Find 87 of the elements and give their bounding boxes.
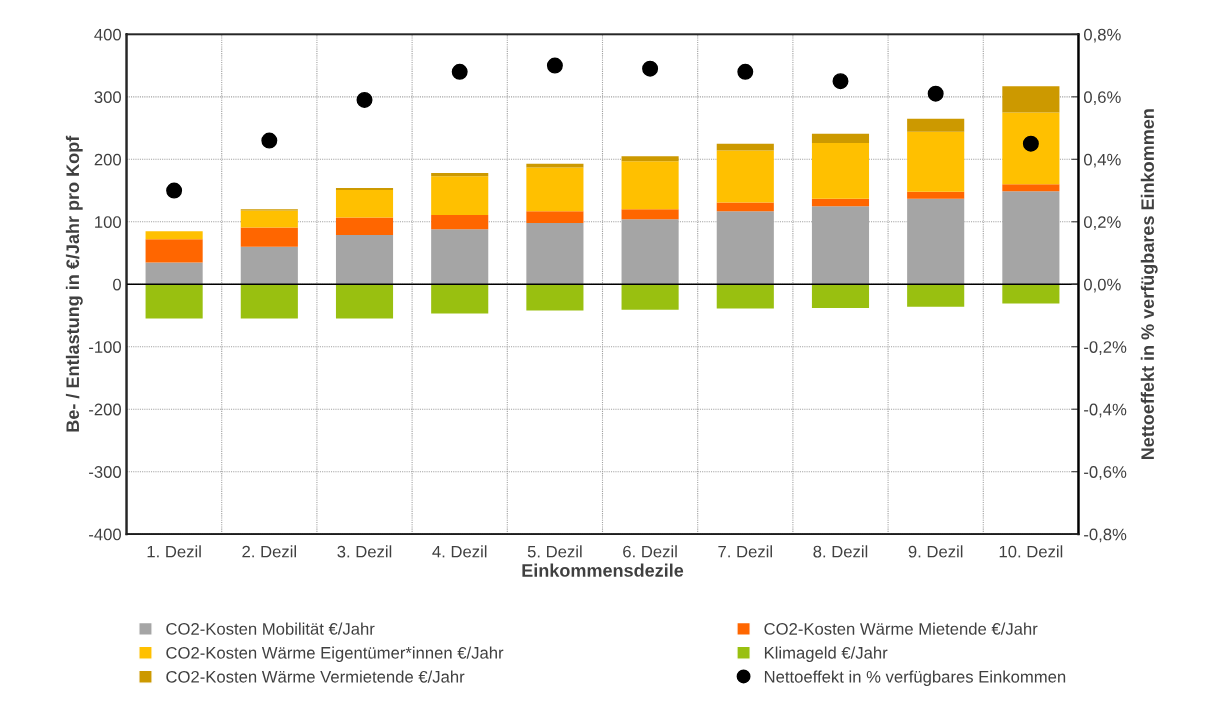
bar [1002,284,1060,304]
y-tick-label: 300 [94,91,122,104]
bar [240,284,298,319]
bar [431,229,489,285]
bar [335,189,394,218]
bar [811,143,870,199]
y-tick-label: -300 [89,466,122,478]
y2-tick-label: 0,6% [1083,91,1121,105]
x-tick-label: 8. Dezil [813,545,868,558]
x-tick-label: 2. Dezil [242,545,296,558]
y-axis-title: Be- / Entlastung in €/Jahr pro Kopf [65,135,83,432]
legend-label: Klimageld €/Jahr [764,646,888,663]
x-tick-label: 1. Dezil [147,545,201,558]
bar [431,284,489,314]
y2-tick-label: 0,4% [1083,153,1121,168]
y-tick-label: 100 [95,216,122,228]
y2-tick-label: -0,2% [1084,341,1127,355]
x-axis-title: Einkommensdezile [522,563,684,577]
legend-label: Nettoeffekt in % verfügbares Einkommen [764,670,1066,686]
legend-label: CO2-Kosten Mobilität €/Jahr [166,622,375,635]
y2-tick-label: -0,4% [1084,403,1127,418]
bar [526,211,584,224]
point [166,182,183,199]
point [356,91,373,108]
bar [907,131,965,192]
x-tick-label: 6. Dezil [623,545,677,558]
bar [1002,112,1060,185]
bar [145,231,203,240]
legend-label: CO2-Kosten Wärme Mietende €/Jahr [764,622,1038,635]
bar [526,167,584,212]
bar [907,284,965,307]
bar [716,143,774,151]
x-tick-label: 9. Dezil [908,545,963,558]
legend-label: CO2-Kosten Wärme Vermietende €/Jahr [166,670,465,683]
bar [716,284,774,309]
y-tick-label: -200 [89,403,122,416]
bar [1002,86,1060,113]
bar [240,210,298,228]
bar [431,176,489,215]
bar [1002,184,1060,192]
bar [145,262,203,285]
bar [526,284,584,311]
y2-tick-label: 0,0% [1083,278,1121,293]
y2-tick-label: -0,6% [1084,466,1127,480]
bar [621,209,679,220]
bar [526,223,584,285]
point [832,73,849,90]
y-tick-label: -100 [89,341,122,353]
point [1022,135,1039,152]
y2-axis-title: Nettoeffekt in % verfügbares Einkommen [1140,109,1158,460]
point [642,60,659,77]
bar [811,284,870,308]
bar [431,173,489,177]
legend-label: CO2-Kosten Wärme Eigentümer*innen €/Jahr [166,646,504,663]
bar [335,234,394,285]
bar [240,227,298,247]
point [546,57,563,74]
bar [811,198,870,207]
point [927,85,944,102]
bar [335,284,394,319]
x-tick-label: 7. Dezil [718,545,772,558]
bar [716,150,774,203]
bar [716,202,774,212]
y2-tick-label: 0,2% [1083,216,1121,230]
x-tick-label: 4. Dezil [432,545,487,558]
point [261,132,278,149]
bar [621,284,679,310]
y2-tick-label: -0,8% [1084,528,1127,543]
y-tick-label: -400 [89,528,122,541]
bar [907,118,965,132]
bar [335,217,394,235]
bar [431,214,489,230]
x-tick-label: 3. Dezil [337,545,392,558]
y2-tick-label: 0,8% [1083,28,1121,43]
point [451,63,468,80]
y-tick-label: 400 [94,28,122,41]
point [737,63,754,80]
bar [907,191,965,199]
bar [145,239,203,263]
x-tick-label: 10. Dezil [999,545,1063,558]
y-tick-label: 200 [94,153,122,166]
bar [240,246,298,285]
bar [621,161,679,210]
y-tick-label: 0 [113,278,122,291]
bar [811,133,870,144]
x-tick-label: 5. Dezil [527,545,582,558]
bar [145,284,203,319]
